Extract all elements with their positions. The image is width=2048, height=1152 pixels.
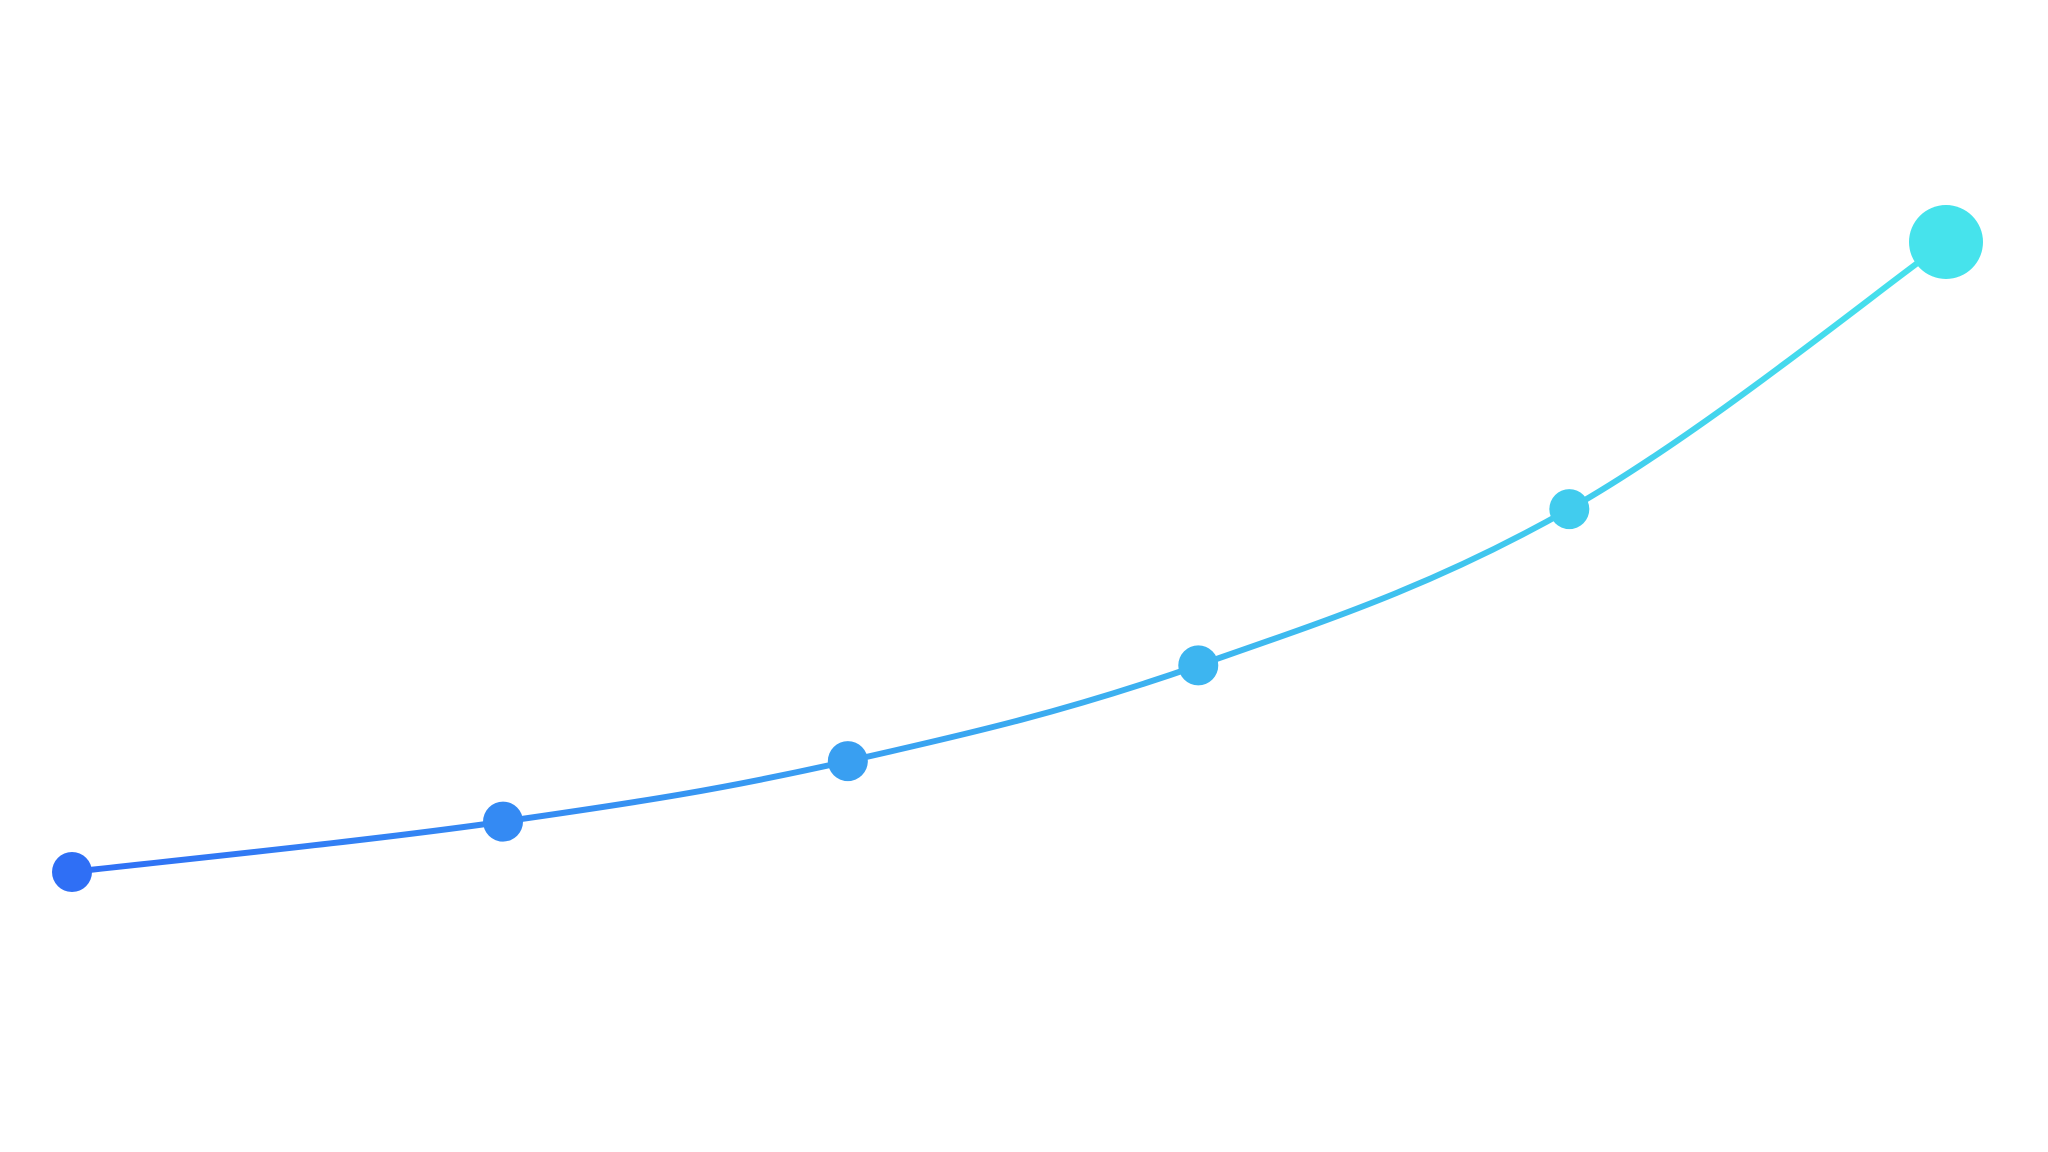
data-points [52,205,1983,892]
data-point [1178,645,1219,686]
data-point [827,741,868,782]
data-point [483,801,524,842]
data-point [1549,489,1590,530]
series-line [69,239,1949,875]
data-point-highlight [1909,205,1983,279]
data-point [52,852,92,892]
